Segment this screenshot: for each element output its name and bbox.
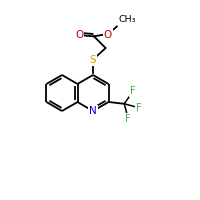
Text: F: F [130,86,136,96]
Text: F: F [125,114,131,124]
Text: O: O [75,30,83,40]
Text: S: S [90,55,96,65]
Text: O: O [104,29,112,40]
Text: N: N [89,106,97,116]
Text: CH₃: CH₃ [119,15,136,23]
Text: F: F [136,103,142,113]
